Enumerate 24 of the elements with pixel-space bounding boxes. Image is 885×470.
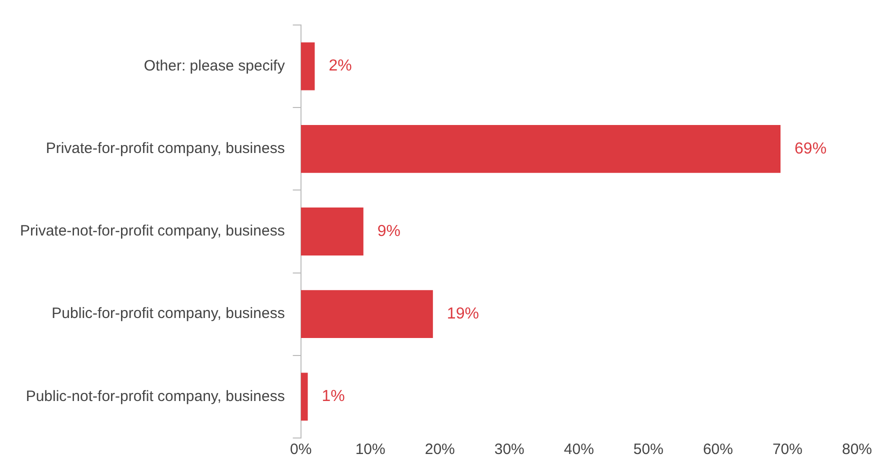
x-tick-label: 10%: [355, 441, 386, 458]
x-tick-label: 60%: [702, 441, 733, 458]
bar: [300, 372, 308, 421]
x-tick-label: 40%: [564, 441, 594, 458]
data-label: 19%: [446, 306, 479, 323]
data-label: 69%: [794, 140, 827, 158]
y-tick-label: Private-for-profit company, business: [46, 140, 285, 158]
bar: [300, 290, 433, 338]
data-label: 1%: [322, 388, 345, 406]
x-tick-label: 20%: [424, 441, 455, 458]
bar: [300, 124, 781, 173]
x-tick-label: 70%: [772, 441, 802, 458]
data-label: 2%: [328, 58, 352, 75]
x-tick-label: 30%: [494, 441, 524, 458]
x-tick-label: 80%: [842, 441, 872, 458]
y-tick-label: Other: please specify: [144, 57, 286, 74]
x-tick-label: 0%: [290, 441, 312, 458]
x-tick-label: 50%: [633, 441, 664, 458]
bar: [300, 42, 315, 90]
bar: [300, 208, 364, 256]
y-tick-label: Private-not-for-profit company, business: [20, 222, 285, 240]
y-tick-label: Public-for-profit company, business: [52, 305, 285, 322]
y-tick-label: Public-not-for-profit company, business: [26, 388, 285, 405]
data-label: 9%: [377, 222, 401, 240]
